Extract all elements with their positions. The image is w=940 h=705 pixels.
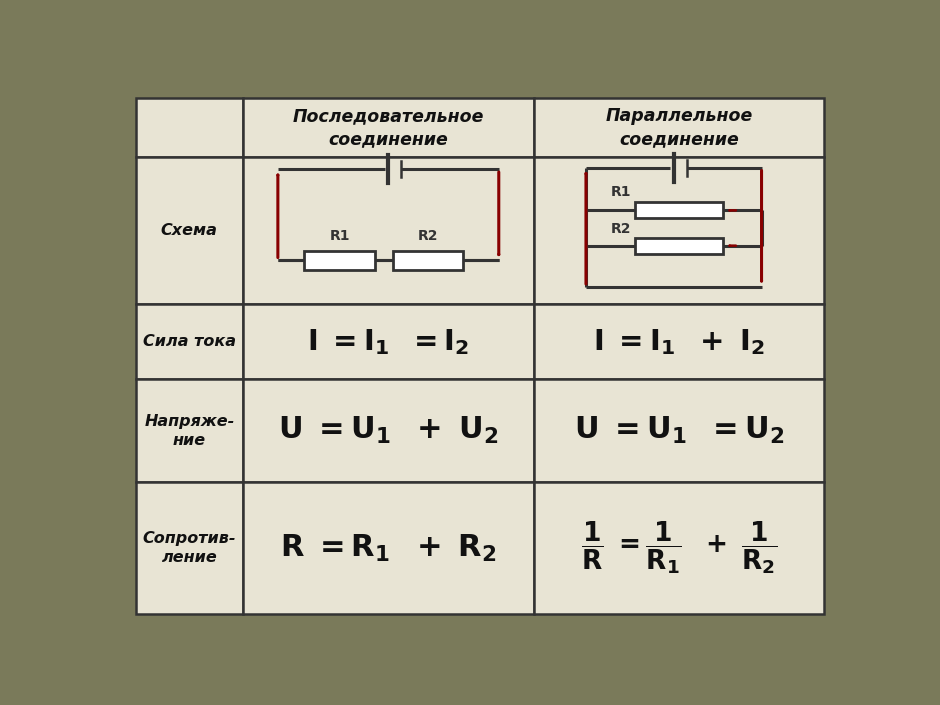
Bar xyxy=(534,98,824,157)
Bar xyxy=(135,98,243,157)
Text: R1: R1 xyxy=(611,185,632,200)
Text: $\mathbf{U\ =U_1\ \ +\ U_2}$: $\mathbf{U\ =U_1\ \ +\ U_2}$ xyxy=(278,415,498,446)
Text: Последовательное
соединение: Последовательное соединение xyxy=(292,107,484,149)
Bar xyxy=(243,482,534,614)
Bar xyxy=(243,305,534,379)
Bar xyxy=(135,379,243,482)
Text: Параллельное
соединение: Параллельное соединение xyxy=(605,107,753,149)
Text: $\mathbf{R\ =R_1\ \ +\ R_2}$: $\mathbf{R\ =R_1\ \ +\ R_2}$ xyxy=(280,532,496,564)
Bar xyxy=(534,305,824,379)
Bar xyxy=(135,305,243,379)
Text: $\mathbf{\dfrac{1}{R}\ =\dfrac{1}{R_1}\ \ +\ \dfrac{1}{R_2}}$: $\mathbf{\dfrac{1}{R}\ =\dfrac{1}{R_1}\ … xyxy=(581,520,777,577)
Bar xyxy=(393,251,463,270)
Text: Напряже-
ние: Напряже- ние xyxy=(144,414,234,448)
Bar xyxy=(534,482,824,614)
Text: Сила тока: Сила тока xyxy=(143,334,236,350)
Bar xyxy=(243,98,534,157)
Bar xyxy=(534,157,824,305)
Bar xyxy=(305,251,375,270)
Bar xyxy=(243,379,534,482)
Bar xyxy=(135,482,243,614)
Text: R2: R2 xyxy=(611,222,632,236)
Bar xyxy=(635,202,723,219)
Text: $\mathbf{U\ =U_1\ \ =U_2}$: $\mathbf{U\ =U_1\ \ =U_2}$ xyxy=(573,415,784,446)
Text: $\mathbf{I\ =I_1\ \ =I_2}$: $\mathbf{I\ =I_1\ \ =I_2}$ xyxy=(307,327,469,357)
Text: $\mathbf{I\ =I_1\ \ +\ I_2}$: $\mathbf{I\ =I_1\ \ +\ I_2}$ xyxy=(593,327,765,357)
Text: R1: R1 xyxy=(329,229,350,243)
Text: Схема: Схема xyxy=(161,223,218,238)
Bar xyxy=(534,379,824,482)
Text: R2: R2 xyxy=(418,229,438,243)
Bar xyxy=(135,157,243,305)
Bar xyxy=(635,238,723,254)
Bar xyxy=(243,157,534,305)
Text: Сопротив-
ление: Сопротив- ление xyxy=(143,532,236,565)
